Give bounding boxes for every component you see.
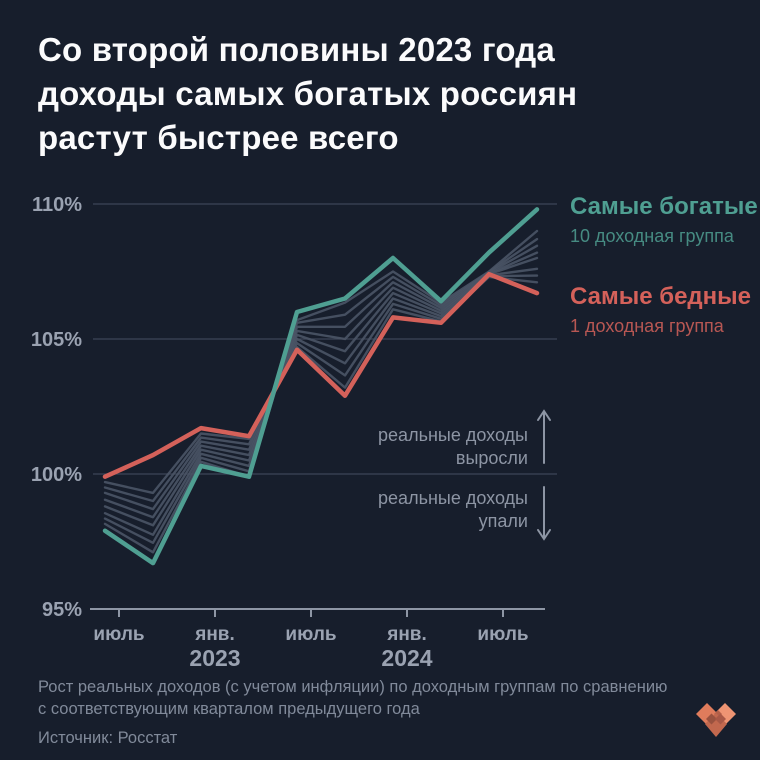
series-poorest-line <box>102 271 540 479</box>
x-axis-label: июль <box>477 624 528 645</box>
source-note: Источник: Росстат <box>38 729 178 747</box>
annotation-income-down-line1: реальные доходы <box>378 488 528 508</box>
middle-group-line-9 <box>103 229 539 554</box>
chart-footnote-line1: Рост реальных доходов (с учетом инфляции… <box>38 678 668 696</box>
annotation-income-down: реальные доходы упали <box>280 487 528 533</box>
year-label-2024: 2024 <box>381 645 432 671</box>
legend-richest-label: Самые богатые <box>570 193 758 220</box>
page-title: Со второй половины 2023 года доходы самы… <box>38 28 577 160</box>
y-axis-label-95: 95% <box>42 599 82 621</box>
income-down-arrow-icon <box>537 486 551 541</box>
chart-footnote-line2: с соответствующим кварталом предыдущего … <box>38 700 420 718</box>
x-axis-label: янв. <box>194 624 235 645</box>
annotation-income-down-line2: упали <box>478 511 528 531</box>
series-richest-line <box>102 207 540 566</box>
legend-poorest: Самые бедные 1 доходная группа <box>570 284 751 338</box>
annotation-income-up-line1: реальные доходы <box>378 425 528 445</box>
middle-group-line-5 <box>103 256 539 519</box>
y-axis-label-105: 105% <box>31 329 82 351</box>
tochno-heart-logo <box>696 703 736 737</box>
legend-richest-sublabel: 10 доходная группа <box>570 226 734 246</box>
y-axis-label-110: 110% <box>32 194 82 216</box>
middle-group-line-8 <box>103 237 539 544</box>
middle-group-line-7 <box>103 244 539 536</box>
y-axis-label-100: 100% <box>31 464 82 486</box>
title-line-1: Со второй половины 2023 года <box>38 31 555 68</box>
middle-group-line-6 <box>103 251 539 527</box>
x-axis-label: июль <box>93 624 144 645</box>
legend-richest: Самые богатые 10 доходная группа <box>570 194 758 248</box>
annotation-income-up: реальные доходы выросли <box>280 424 528 470</box>
x-axis-label: янв. <box>386 624 427 645</box>
title-line-3: растут быстрее всего <box>38 119 399 156</box>
chart-footnote: Рост реальных доходов (с учетом инфляции… <box>38 676 667 720</box>
legend-poorest-label: Самые бедные <box>570 283 751 310</box>
x-axis-label: июль <box>285 624 336 645</box>
title-line-2: доходы самых богатых россиян <box>38 75 578 112</box>
income-up-arrow-icon <box>537 409 551 464</box>
legend-poorest-sublabel: 1 доходная группа <box>570 316 724 336</box>
year-label-2023: 2023 <box>189 645 240 671</box>
annotation-income-up-line2: выросли <box>455 448 528 468</box>
